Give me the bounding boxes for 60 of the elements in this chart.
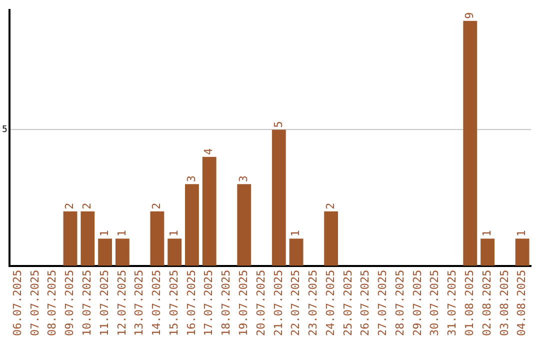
data-label: 1 bbox=[515, 230, 528, 237]
bar bbox=[237, 184, 252, 266]
bar bbox=[515, 238, 530, 266]
x-tick-label: 04.08.2025 bbox=[515, 270, 528, 336]
x-tick-label: 03.08.2025 bbox=[498, 270, 511, 336]
x-tick-label: 31.07.2025 bbox=[446, 270, 459, 336]
x-tick-label: 19.07.2025 bbox=[236, 270, 250, 336]
x-tick-label: 16.07.2025 bbox=[184, 270, 198, 336]
bar bbox=[115, 238, 130, 266]
x-tick-label: 10.07.2025 bbox=[80, 270, 94, 336]
x-tick-label: 22.07.2025 bbox=[289, 270, 302, 336]
data-label: 2 bbox=[80, 202, 94, 210]
bar bbox=[63, 211, 78, 266]
bar bbox=[324, 211, 338, 266]
bar bbox=[98, 238, 112, 266]
data-label: 5 bbox=[272, 121, 285, 128]
data-label: 3 bbox=[236, 176, 250, 182]
bar bbox=[480, 238, 494, 266]
x-tick-label: 18.07.2025 bbox=[220, 270, 233, 336]
x-tick-label: 24.07.2025 bbox=[324, 270, 337, 336]
bar bbox=[150, 211, 164, 266]
data-label: 1 bbox=[167, 230, 180, 237]
x-tick-label: 23.07.2025 bbox=[306, 270, 320, 336]
x-tick-label: 26.07.2025 bbox=[358, 270, 372, 336]
x-tick-label: 14.07.2025 bbox=[150, 270, 164, 336]
bar bbox=[168, 238, 182, 266]
x-tick-label: 25.07.2025 bbox=[341, 270, 354, 336]
x-tick-label: 06.07.2025 bbox=[10, 270, 24, 336]
x-tick-label: 07.07.2025 bbox=[28, 270, 42, 336]
x-tick-label: 15.07.2025 bbox=[167, 270, 180, 336]
x-tick-label: 09.07.2025 bbox=[63, 270, 76, 336]
x-tick-label: 17.07.2025 bbox=[202, 270, 216, 336]
data-label: 4 bbox=[202, 148, 216, 155]
x-tick-label: 12.07.2025 bbox=[115, 270, 128, 336]
bar bbox=[272, 130, 286, 266]
data-label: 2 bbox=[324, 202, 337, 210]
data-label: 2 bbox=[63, 202, 76, 210]
data-label: 1 bbox=[480, 230, 494, 237]
x-tick-label: 02.08.2025 bbox=[480, 270, 494, 336]
x-tick-label: 20.07.2025 bbox=[254, 270, 268, 336]
bar bbox=[289, 238, 304, 266]
x-tick-label: 30.07.2025 bbox=[428, 270, 442, 336]
x-tick-label: 28.07.2025 bbox=[393, 270, 406, 336]
data-label: 1 bbox=[98, 230, 111, 237]
x-tick-label: 11.07.2025 bbox=[98, 270, 111, 336]
data-label: 2 bbox=[150, 202, 164, 210]
x-tick-label: 27.07.2025 bbox=[376, 270, 390, 336]
x-tick-label: 08.07.2025 bbox=[46, 270, 59, 336]
bar bbox=[185, 184, 199, 266]
data-label: 3 bbox=[184, 176, 198, 182]
data-label: 1 bbox=[289, 230, 302, 237]
x-tick-label: 13.07.2025 bbox=[132, 270, 146, 336]
x-tick-label: 01.08.2025 bbox=[463, 270, 476, 336]
x-tick-label: 21.07.2025 bbox=[272, 270, 285, 336]
bar bbox=[80, 211, 95, 266]
bar bbox=[202, 156, 216, 266]
data-label: 1 bbox=[115, 230, 128, 237]
x-tick-label: 29.07.2025 bbox=[410, 270, 424, 336]
data-label: 9 bbox=[463, 12, 476, 19]
bar bbox=[463, 20, 478, 266]
